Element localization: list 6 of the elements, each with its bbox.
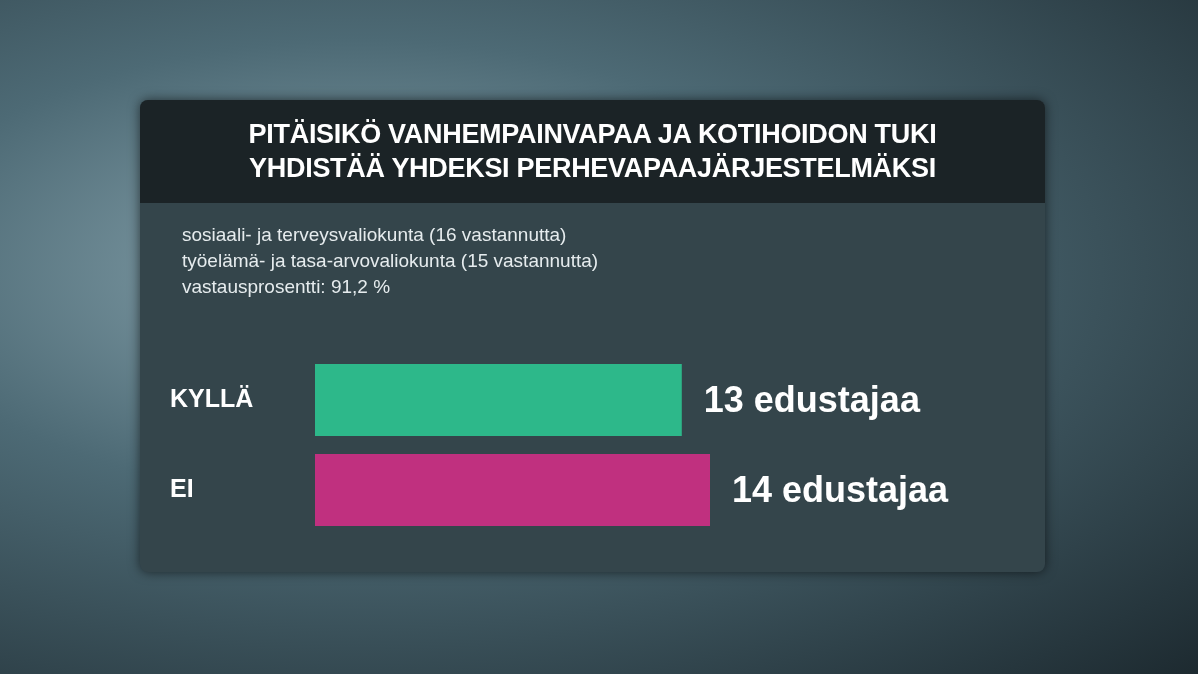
data-label: 14 edustajaa	[732, 468, 950, 510]
y-tick-label: EI	[170, 473, 194, 502]
data-label: 13 edustajaa	[703, 378, 921, 420]
y-tick-label: KYLLÄ	[170, 383, 254, 412]
chart-title: PITÄISIKÖ VANHEMPAINVAPAA JA KOTIHOIDON TUKI YHDISTÄÄ YHDEKSI PERHEVAPAAJÄRJESTELMÄKSI	[140, 100, 1045, 203]
chart-subtitle: sosiaali- ja terveysvaliokunta (16 vastannutta) työelämä- ja tasa-arvovaliokunta (15 vastannutta) vastausprosentti: 91,2 %	[182, 223, 600, 299]
